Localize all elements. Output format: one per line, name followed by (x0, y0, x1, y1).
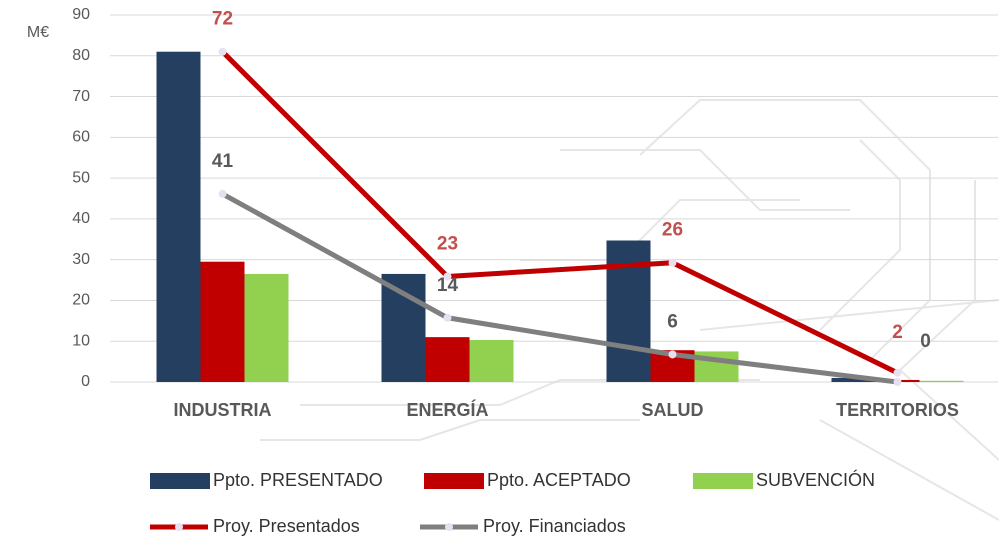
legend-label: Proy. Presentados (213, 516, 360, 536)
legend-label: Proy. Financiados (483, 516, 626, 536)
data-label: 6 (667, 311, 678, 332)
line-point (893, 378, 902, 386)
data-label: 23 (437, 234, 458, 255)
legend-label: SUBVENCIÓN (756, 469, 875, 490)
bar (200, 261, 245, 382)
bar (381, 273, 426, 382)
legend-swatch (150, 473, 210, 489)
y-tick-label: 80 (72, 47, 90, 64)
line (220, 49, 899, 376)
data-label: 41 (212, 151, 234, 172)
y-tick-label: 20 (72, 292, 90, 309)
data-label: 2 (892, 322, 903, 343)
x-tick-label: TERRITORIOS (836, 400, 959, 420)
legend-swatch (693, 473, 753, 489)
data-label: 26 (662, 220, 683, 241)
bar (469, 339, 514, 382)
y-axis-label: M€ (27, 24, 49, 41)
bar (156, 51, 201, 382)
line-point (893, 368, 902, 377)
line-point (443, 313, 452, 322)
y-tick-label: 10 (72, 332, 90, 349)
bar (919, 380, 964, 382)
y-tick-label: 40 (72, 210, 90, 227)
legend-label: Ppto. ACEPTADO (487, 470, 631, 490)
y-tick-label: 50 (72, 169, 90, 186)
legend-marker (175, 523, 183, 531)
y-tick-label: 0 (81, 373, 90, 390)
y-tick-label: 30 (72, 251, 90, 268)
data-label: 0 (920, 331, 931, 352)
line-point (668, 350, 677, 359)
line-point (218, 47, 227, 56)
y-tick-label: 60 (72, 129, 90, 146)
line (221, 191, 898, 385)
bar (425, 337, 470, 382)
y-tick-label: 90 (72, 6, 90, 23)
bar (244, 273, 289, 382)
x-tick-label: ENERGÍA (406, 399, 488, 420)
line-point (443, 272, 452, 281)
data-label: 14 (437, 275, 459, 296)
x-tick-label: SALUD (642, 400, 704, 420)
line-point (218, 189, 227, 198)
line-point (668, 258, 677, 267)
y-tick-label: 70 (72, 88, 90, 105)
x-tick-label: INDUSTRIA (174, 400, 272, 420)
data-label: 72 (212, 9, 233, 30)
bar (606, 240, 651, 382)
legend-swatch (424, 473, 484, 489)
legend-label: Ppto. PRESENTADO (213, 470, 383, 490)
bar (831, 377, 876, 382)
legend-marker (445, 523, 453, 531)
